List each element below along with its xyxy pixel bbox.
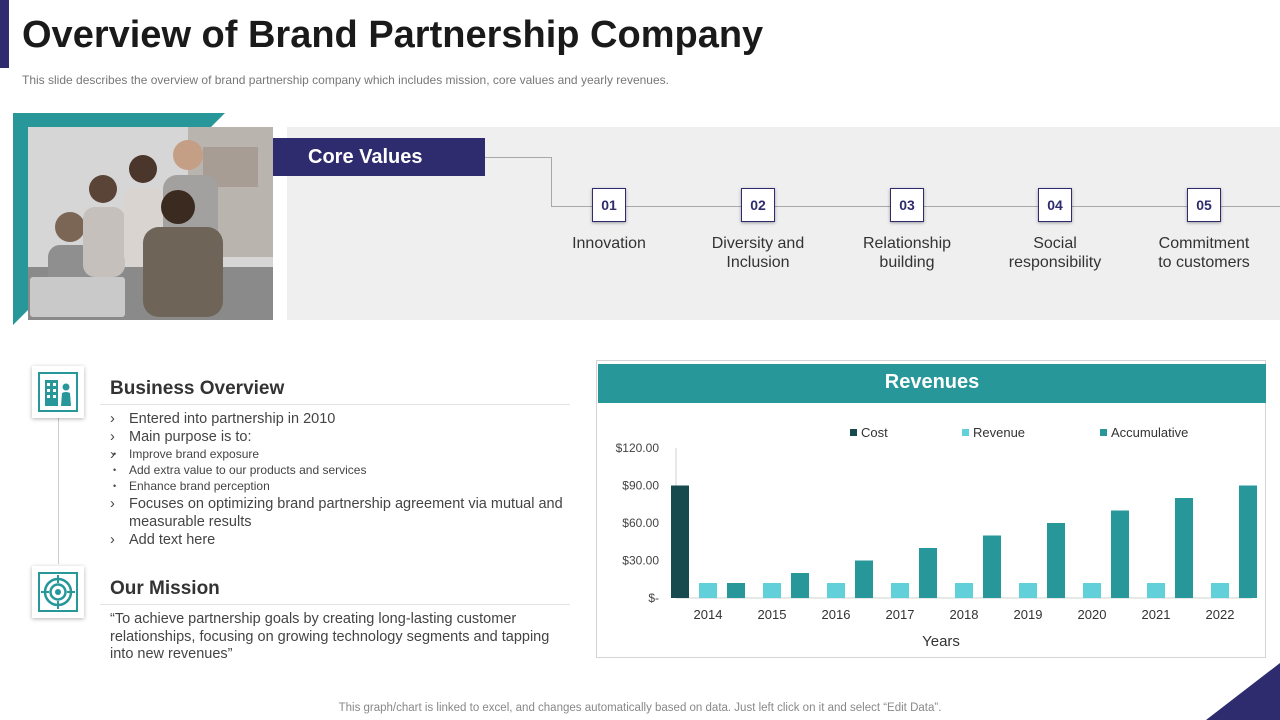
legend-label: Accumulative bbox=[1111, 425, 1188, 440]
core-value-label: Social responsibility bbox=[1008, 235, 1102, 271]
mission-icon-box bbox=[32, 566, 84, 618]
sub-list-item: Enhance brand perception bbox=[110, 478, 580, 494]
list-item: Add text here bbox=[110, 531, 580, 549]
x-tick-label: 2014 bbox=[694, 607, 723, 622]
y-tick-label: $90.00 bbox=[622, 479, 659, 493]
legend-swatch bbox=[1100, 429, 1107, 436]
bar-accumulative bbox=[1047, 523, 1065, 598]
legend-swatch bbox=[962, 429, 969, 436]
core-values-header: Core Values bbox=[273, 138, 485, 176]
core-value-number: 03 bbox=[890, 188, 924, 222]
bar-revenue bbox=[1211, 583, 1229, 598]
bar-revenue bbox=[1019, 583, 1037, 598]
core-values-connector bbox=[551, 157, 552, 206]
bar-revenue bbox=[699, 583, 717, 598]
list-item: Entered into partnership in 2010 bbox=[110, 410, 580, 428]
x-tick-label: 2015 bbox=[758, 607, 787, 622]
target-icon bbox=[38, 572, 78, 612]
bar-revenue bbox=[955, 583, 973, 598]
revenue-chart-frame bbox=[596, 360, 1266, 658]
building-person-icon bbox=[38, 372, 78, 412]
x-axis-title: Years bbox=[922, 633, 960, 650]
bar-revenue bbox=[1083, 583, 1101, 598]
bar-accumulative bbox=[1175, 498, 1193, 598]
core-value-number: 04 bbox=[1038, 188, 1072, 222]
list-item: Main purpose is to: bbox=[110, 428, 580, 446]
bar-cost bbox=[671, 485, 689, 598]
section-connector-line bbox=[58, 418, 59, 564]
footer-note: This graph/chart is linked to excel, and… bbox=[338, 702, 942, 714]
title-accent-bar bbox=[0, 0, 9, 68]
core-value-item: 04 Social responsibility bbox=[990, 188, 1120, 272]
revenue-chart: $- $30.00 $60.00 $90.00 $120.00 2014 2015 2016 2… bbox=[616, 425, 1257, 650]
x-tick-label: 2022 bbox=[1206, 607, 1235, 622]
bar-revenue bbox=[891, 583, 909, 598]
core-value-number: 01 bbox=[592, 188, 626, 222]
bar-revenue bbox=[1147, 583, 1165, 598]
business-overview-list: Entered into partnership in 2010 Main pu… bbox=[110, 410, 580, 549]
core-value-item: 01 Innovation bbox=[544, 188, 674, 253]
bar-accumulative bbox=[791, 573, 809, 598]
bar-revenue bbox=[763, 583, 781, 598]
business-overview-title: Business Overview bbox=[110, 378, 285, 399]
business-icon-box bbox=[32, 366, 84, 418]
section-divider bbox=[100, 604, 570, 605]
x-tick-label: 2020 bbox=[1078, 607, 1107, 622]
x-tick-label: 2018 bbox=[950, 607, 979, 622]
chart-title: Revenues bbox=[598, 364, 1266, 403]
sub-list-container: Improve brand exposure Add extra value t… bbox=[110, 446, 580, 494]
legend-swatch bbox=[850, 429, 857, 436]
core-values-connector bbox=[485, 157, 552, 158]
core-value-number: 02 bbox=[741, 188, 775, 222]
team-photo bbox=[28, 127, 273, 320]
bar-revenue bbox=[827, 583, 845, 598]
y-tick-label: $120.00 bbox=[616, 441, 660, 455]
bar-accumulative bbox=[1111, 510, 1129, 598]
legend-label: Cost bbox=[861, 425, 888, 440]
mission-title: Our Mission bbox=[110, 578, 220, 599]
bar-accumulative bbox=[983, 535, 1001, 598]
mission-text: “To achieve partnership goals by creatin… bbox=[110, 611, 550, 662]
x-tick-label: 2016 bbox=[822, 607, 851, 622]
sub-list: Improve brand exposure Add extra value t… bbox=[110, 446, 580, 494]
core-value-item: 05 Commitment to customers bbox=[1139, 188, 1269, 272]
y-tick-label: $30.00 bbox=[622, 554, 659, 568]
page-subtitle: This slide describes the overview of bra… bbox=[22, 73, 669, 87]
legend-label: Revenue bbox=[973, 425, 1025, 440]
y-tick-label: $60.00 bbox=[622, 516, 659, 530]
core-value-item: 03 Relationship building bbox=[842, 188, 972, 272]
core-value-label: Relationship building bbox=[862, 235, 952, 271]
core-value-label: Diversity and Inclusion bbox=[711, 235, 805, 271]
list-item: Focuses on optimizing brand partnership … bbox=[110, 495, 580, 531]
bar-accumulative bbox=[919, 548, 937, 598]
y-tick-label: $- bbox=[648, 591, 659, 605]
core-value-label: Innovation bbox=[572, 235, 646, 252]
sub-list-item: Add extra value to our products and serv… bbox=[110, 462, 580, 478]
core-value-number: 05 bbox=[1187, 188, 1221, 222]
bar-accumulative bbox=[727, 583, 745, 598]
sub-list-item: Improve brand exposure bbox=[110, 446, 580, 462]
bar-accumulative bbox=[1239, 485, 1257, 598]
page-title: Overview of Brand Partnership Company bbox=[22, 14, 764, 56]
x-tick-label: 2017 bbox=[886, 607, 915, 622]
core-value-item: 02 Diversity and Inclusion bbox=[693, 188, 823, 272]
x-tick-label: 2019 bbox=[1014, 607, 1043, 622]
x-tick-label: 2021 bbox=[1142, 607, 1171, 622]
bar-accumulative bbox=[855, 560, 873, 598]
section-divider bbox=[100, 404, 570, 405]
core-value-label: Commitment to customers bbox=[1158, 235, 1250, 271]
